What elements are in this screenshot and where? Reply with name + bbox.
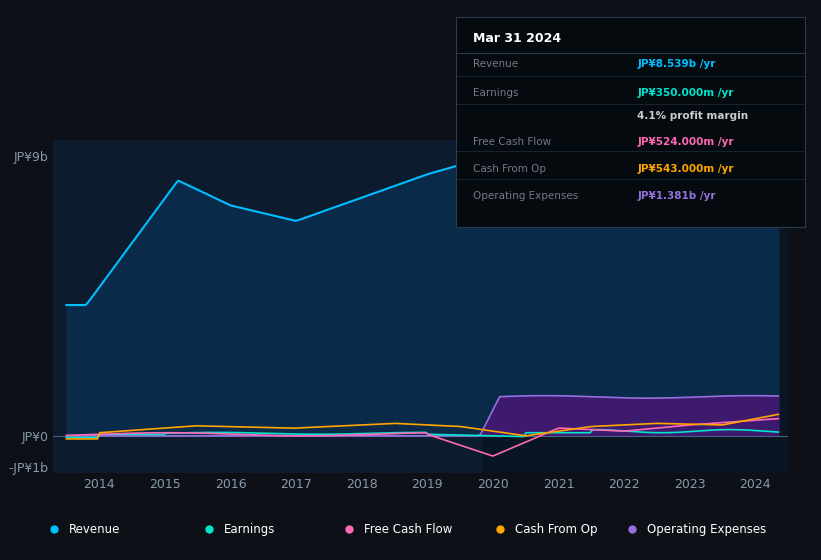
Text: Cash From Op: Cash From Op [473, 164, 546, 174]
Text: Free Cash Flow: Free Cash Flow [473, 137, 551, 147]
Text: JP¥8.539b /yr: JP¥8.539b /yr [637, 59, 715, 69]
Text: Free Cash Flow: Free Cash Flow [364, 522, 452, 536]
Text: JP¥543.000m /yr: JP¥543.000m /yr [637, 164, 734, 174]
Text: Earnings: Earnings [473, 88, 519, 98]
Text: Revenue: Revenue [69, 522, 121, 536]
Text: 4.1% profit margin: 4.1% profit margin [637, 111, 748, 122]
Text: Cash From Op: Cash From Op [515, 522, 597, 536]
Text: JP¥524.000m /yr: JP¥524.000m /yr [637, 137, 734, 147]
Text: Mar 31 2024: Mar 31 2024 [473, 31, 562, 44]
Text: JP¥1.381b /yr: JP¥1.381b /yr [637, 191, 716, 201]
Text: Operating Expenses: Operating Expenses [647, 522, 766, 536]
Text: Earnings: Earnings [224, 522, 275, 536]
Bar [483, 140, 788, 473]
Text: Operating Expenses: Operating Expenses [473, 191, 578, 201]
Text: JP¥350.000m /yr: JP¥350.000m /yr [637, 88, 733, 98]
Text: Revenue: Revenue [473, 59, 518, 69]
